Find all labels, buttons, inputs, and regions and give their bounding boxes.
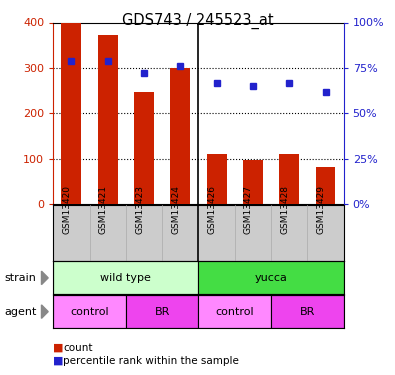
- Text: control: control: [215, 307, 254, 316]
- Bar: [316, 166, 335, 204]
- Text: ■: ■: [53, 356, 64, 366]
- Text: GSM13426: GSM13426: [208, 185, 216, 234]
- Text: GSM13420: GSM13420: [62, 185, 71, 234]
- Bar: [53, 295, 126, 328]
- Text: yucca: yucca: [255, 273, 288, 283]
- Bar: [62, 22, 81, 204]
- Bar: [170, 68, 190, 204]
- Text: GSM13427: GSM13427: [244, 185, 253, 234]
- Polygon shape: [41, 305, 48, 318]
- Text: GSM13423: GSM13423: [135, 185, 144, 234]
- Polygon shape: [41, 271, 48, 285]
- Text: GSM13429: GSM13429: [316, 185, 325, 234]
- Text: wild type: wild type: [100, 273, 151, 283]
- Text: BR: BR: [300, 307, 315, 316]
- Bar: [271, 295, 344, 328]
- Text: strain: strain: [4, 273, 36, 283]
- Bar: [98, 35, 118, 204]
- Text: BR: BR: [154, 307, 170, 316]
- Text: control: control: [70, 307, 109, 316]
- Text: GSM13424: GSM13424: [171, 185, 181, 234]
- Text: ■: ■: [53, 343, 64, 352]
- Bar: [199, 295, 271, 328]
- Bar: [207, 154, 227, 204]
- Text: percentile rank within the sample: percentile rank within the sample: [63, 356, 239, 366]
- Text: GSM13428: GSM13428: [280, 185, 289, 234]
- Text: agent: agent: [4, 307, 36, 316]
- Bar: [199, 261, 344, 294]
- Text: GDS743 / 245523_at: GDS743 / 245523_at: [122, 13, 273, 29]
- Bar: [243, 160, 263, 204]
- Text: count: count: [63, 343, 93, 352]
- Bar: [126, 295, 199, 328]
- Bar: [134, 92, 154, 204]
- Bar: [53, 261, 199, 294]
- Text: GSM13421: GSM13421: [99, 185, 108, 234]
- Bar: [279, 154, 299, 204]
